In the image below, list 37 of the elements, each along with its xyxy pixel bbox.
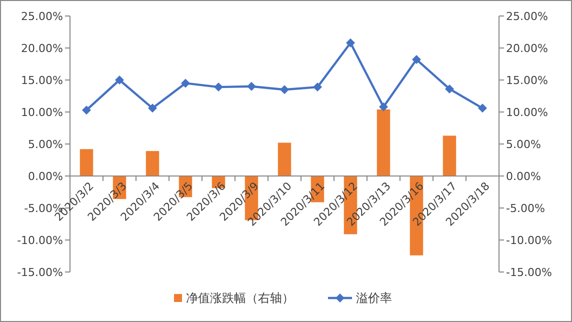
- point: [247, 82, 256, 91]
- y2-tick-label: 15.00%: [506, 74, 548, 87]
- y-tick-label: 10.00%: [21, 106, 63, 119]
- point: [148, 104, 157, 113]
- point: [313, 82, 322, 92]
- point: [445, 84, 454, 94]
- point: [82, 106, 91, 115]
- bar: [442, 136, 456, 176]
- y-tick-label: -10.00%: [17, 234, 63, 247]
- point: [412, 55, 421, 64]
- bar: [80, 149, 94, 176]
- point: [379, 102, 388, 112]
- y2-tick-label: 5.00%: [506, 138, 541, 151]
- y-tick-label: 25.00%: [21, 10, 63, 23]
- point: [181, 78, 190, 88]
- y2-tick-label: -10.00%: [506, 234, 552, 247]
- bar: [146, 151, 160, 176]
- legend-label: 溢价率: [356, 291, 392, 306]
- bar: [278, 142, 292, 176]
- point: [115, 76, 124, 84]
- y-tick-label: -15.00%: [17, 266, 63, 279]
- y-tick-label: 5.00%: [28, 138, 63, 151]
- y2-tick-label: -5.00%: [506, 202, 545, 215]
- y2-tick-label: 10.00%: [506, 106, 548, 119]
- y2-tick-label: 25.00%: [506, 10, 548, 23]
- y-tick-label: 0.00%: [28, 170, 63, 183]
- y2-tick-label: 0.00%: [506, 170, 541, 183]
- point: [214, 82, 223, 92]
- y2-tick-label: -15.00%: [506, 266, 552, 279]
- legend-label: 净值涨跌幅（右轴）: [186, 291, 294, 306]
- point: [346, 38, 355, 48]
- y2-tick-label: 20.00%: [506, 42, 548, 55]
- y-tick-label: 20.00%: [21, 42, 63, 55]
- bar: [376, 109, 390, 176]
- y-tick-label: 15.00%: [21, 74, 63, 87]
- point: [478, 104, 487, 113]
- point: [280, 85, 289, 94]
